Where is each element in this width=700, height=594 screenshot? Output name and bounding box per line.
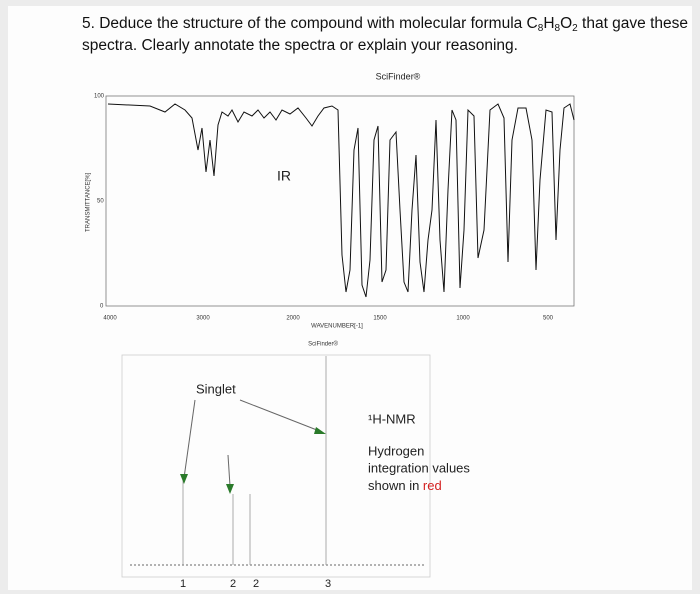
- ir-y-tick: 50: [97, 199, 104, 205]
- nmr-note: integration values: [368, 460, 470, 475]
- integration: 2: [253, 578, 259, 590]
- integration: 2: [230, 578, 236, 590]
- ir-trace: [107, 103, 575, 298]
- integration: 1: [180, 578, 186, 590]
- nmr-note-red: red: [423, 478, 442, 493]
- nmr-source: SciFinder®: [308, 341, 338, 348]
- nmr-callout: Singlet: [196, 381, 236, 396]
- ir-x-tick: 1500: [373, 316, 387, 322]
- ir-y-tick: 0: [100, 304, 104, 310]
- integration: 3: [325, 578, 331, 590]
- nmr-box: [121, 354, 431, 578]
- nmr-note: Hydrogen: [368, 443, 424, 458]
- ir-source: SciFinder®: [376, 71, 421, 81]
- ir-y-tick: 100: [94, 94, 105, 100]
- question-line2: spectra. Clearly annotate the spectra or…: [82, 37, 518, 54]
- nmr-note-text: shown in: [368, 478, 423, 493]
- arrow: [183, 399, 196, 479]
- question-line1: 5. Deduce the structure of the compound …: [82, 15, 688, 34]
- ir-x-title: WAVENUMBER[-1]: [311, 324, 363, 330]
- ir-x-tick: 2000: [286, 316, 300, 322]
- arrow: [227, 454, 231, 487]
- subscript: 8: [538, 23, 544, 34]
- ir-x-tick: 1000: [456, 316, 470, 322]
- ir-x-tick: 4000: [103, 316, 117, 322]
- ir-x-tick: 500: [543, 316, 554, 322]
- formula-part: H: [543, 15, 554, 32]
- question-text: 5. Deduce the structure of the compound …: [82, 15, 538, 32]
- ir-label: IR: [277, 168, 291, 184]
- subscript: 8: [555, 23, 561, 34]
- question-text: that gave these: [578, 15, 688, 32]
- formula-part: O: [560, 15, 572, 32]
- arrow: [239, 399, 323, 433]
- ir-x-tick: 3000: [196, 316, 210, 322]
- ir-y-title: TRANSMITTANCE[%]: [86, 172, 92, 232]
- sheet: [8, 6, 692, 590]
- ir-box: [105, 95, 575, 307]
- nmr-note: shown in red: [368, 478, 442, 493]
- subscript: 2: [572, 23, 578, 34]
- nmr-label: ¹H-NMR: [368, 411, 416, 426]
- arrows: [183, 399, 323, 487]
